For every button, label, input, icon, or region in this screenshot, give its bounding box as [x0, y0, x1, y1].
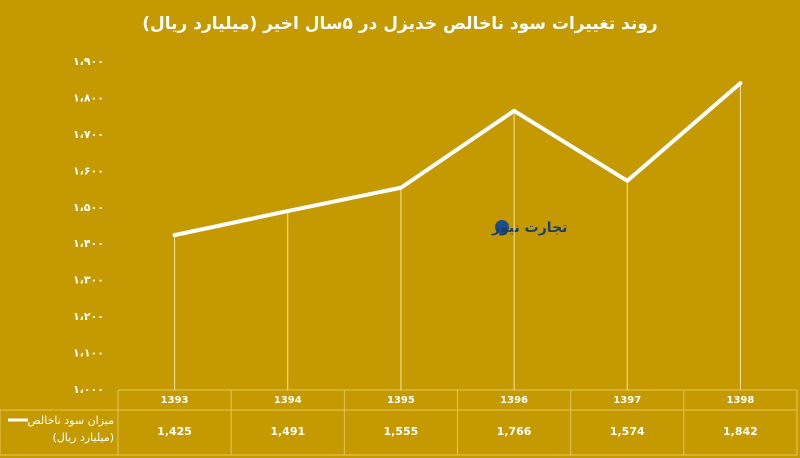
x-tick-label: 1393 — [161, 395, 189, 406]
y-tick-label: ۱،۱۰۰ — [73, 347, 104, 360]
logo: تجارت نیوز — [491, 220, 567, 236]
x-tick-label: 1395 — [387, 395, 415, 406]
chart-title: روند تغییرات سود ناخالص خدیزل در ۵سال اخ… — [142, 14, 657, 34]
watermark: تجارت نیوز — [491, 220, 567, 236]
x-tick-label: 1397 — [613, 395, 641, 406]
y-tick-label: ۱،۶۰۰ — [73, 164, 104, 177]
y-tick-label: ۱،۷۰۰ — [73, 128, 104, 141]
y-tick-label: ۱،۳۰۰ — [73, 274, 104, 287]
y-tick-label: ۱،۴۰۰ — [73, 237, 104, 250]
x-tick-label: 1398 — [726, 395, 754, 406]
x-tick-label: 1396 — [500, 395, 528, 406]
line-series — [172, 81, 743, 238]
legend-label: میزان سود ناخالص (میلیارد ریال) — [27, 414, 114, 444]
y-tick-label: ۱،۰۰۰ — [73, 383, 104, 396]
y-tick-label: ۱،۲۰۰ — [73, 310, 104, 323]
y-tick-label: ۱،۸۰۰ — [73, 91, 104, 104]
value-label: 1,842 — [723, 425, 758, 438]
logo-icon — [495, 220, 509, 234]
value-label: 1,425 — [157, 425, 192, 438]
value-label: 1,491 — [270, 425, 305, 438]
legend-cell: میزان سود ناخالص (میلیارد ریال) — [27, 414, 114, 444]
x-tick-label: 1394 — [274, 395, 302, 406]
value-label: 1,766 — [497, 425, 532, 438]
value-label: 1,555 — [384, 425, 419, 438]
value-label: 1,574 — [610, 425, 645, 438]
y-tick-label: ۱،۹۰۰ — [73, 55, 104, 68]
y-tick-label: ۱،۵۰۰ — [73, 201, 104, 214]
